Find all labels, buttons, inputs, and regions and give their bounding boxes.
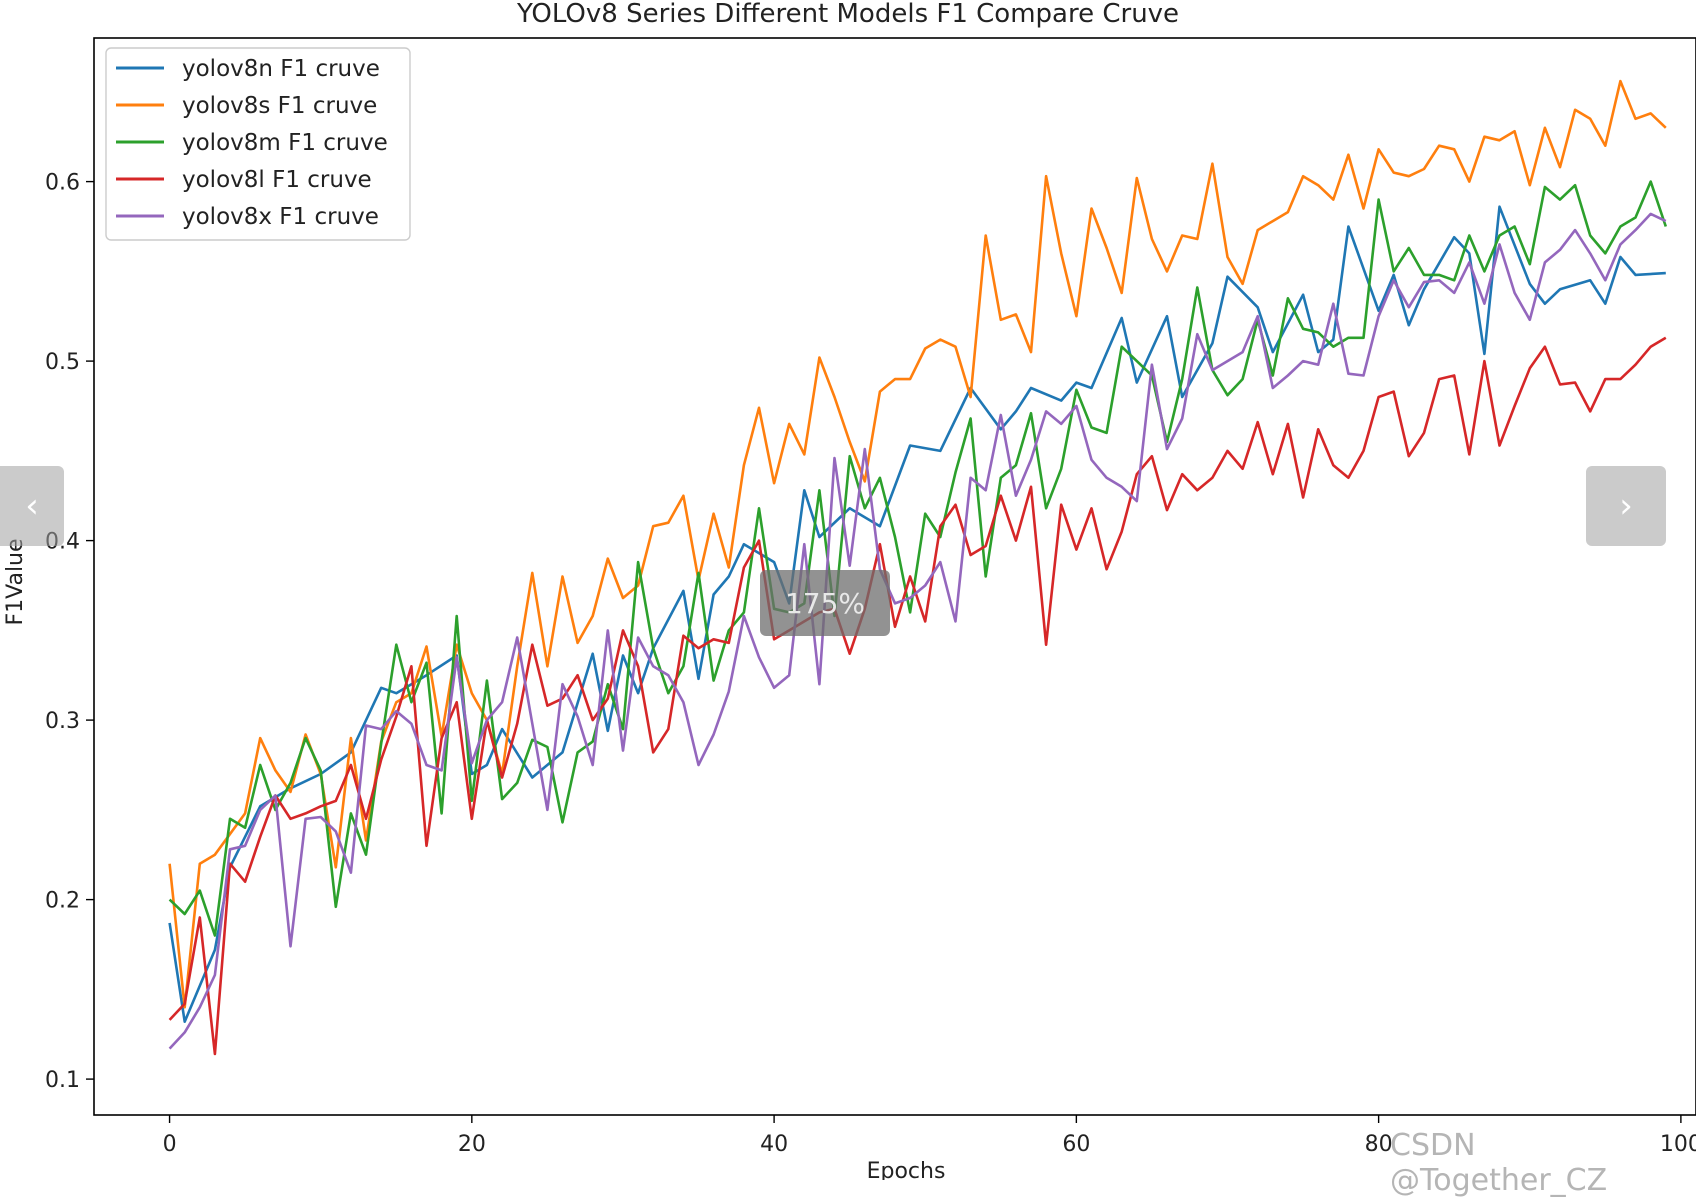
- chevron-left-icon: ‹: [25, 486, 39, 526]
- x-tick-label: 100: [1660, 1132, 1696, 1157]
- x-tick-label: 80: [1365, 1132, 1393, 1157]
- legend: yolov8n F1 cruve yolov8s F1 cruve yolov8m …: [105, 47, 411, 241]
- next-image-button[interactable]: ›: [1586, 466, 1666, 546]
- previous-image-button[interactable]: ‹: [0, 466, 64, 546]
- y-axis-ticks: 0.10.20.30.40.50.6: [45, 171, 94, 1093]
- legend-label: yolov8x F1 cruve: [182, 204, 379, 230]
- x-axis-label: Epochs: [867, 1159, 946, 1180]
- y-tick-label: 0.2: [45, 889, 80, 914]
- legend-label: yolov8l F1 cruve: [182, 167, 372, 193]
- legend-label: yolov8m F1 cruve: [182, 130, 388, 156]
- y-tick-label: 0.1: [45, 1068, 80, 1093]
- x-tick-label: 60: [1062, 1132, 1090, 1157]
- chevron-right-icon: ›: [1619, 486, 1633, 526]
- x-tick-label: 20: [458, 1132, 486, 1157]
- y-tick-label: 0.5: [45, 350, 80, 375]
- series-line-3: [168, 180, 1668, 937]
- y-tick-label: 0.3: [45, 709, 80, 734]
- series-line-1: [168, 205, 1666, 1024]
- x-axis-ticks: 0 20 40 60 80 100: [163, 1115, 1696, 1157]
- series-line-4: [168, 336, 1667, 1056]
- legend-label: yolov8n F1 cruve: [182, 56, 380, 82]
- chart-title: YOLOv8 Series Different Models F1 Compar…: [516, 0, 1179, 29]
- series-line-5: [168, 212, 1667, 1050]
- legend-label: yolov8s F1 cruve: [182, 93, 377, 119]
- zoom-level-indicator: 175%: [760, 570, 890, 636]
- y-axis-label: F1Value: [3, 538, 28, 625]
- series-line-2: [168, 79, 1667, 1009]
- y-tick-label: 0.6: [45, 171, 80, 196]
- plot-frame: [93, 37, 1696, 1116]
- series-lines: [168, 79, 1668, 1056]
- x-tick-label: 0: [163, 1132, 177, 1157]
- watermark: CSDN @Together_CZ: [1390, 1128, 1608, 1198]
- legend-box: [105, 47, 411, 241]
- x-tick-label: 40: [760, 1132, 788, 1157]
